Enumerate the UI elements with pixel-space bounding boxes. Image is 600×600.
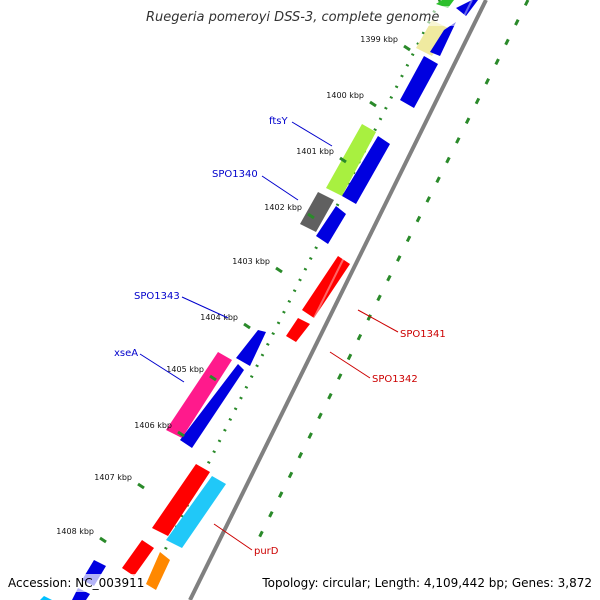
gene-red-1407 bbox=[152, 464, 210, 536]
footer-backdrop-left bbox=[6, 574, 146, 592]
leader-xseA bbox=[139, 353, 185, 383]
leader-SPO1341 bbox=[357, 309, 399, 333]
gene-blue-1405 bbox=[180, 364, 244, 448]
inner-tick-ring bbox=[256, 0, 530, 541]
tick-label: 1403 kbp bbox=[232, 257, 270, 266]
tick-mark bbox=[243, 322, 251, 330]
genome-backbone bbox=[188, 0, 488, 600]
gene-blue-top-1 bbox=[456, 0, 478, 16]
tick-mark bbox=[403, 44, 411, 52]
title-backdrop bbox=[144, 6, 456, 26]
reverse-strand-genes bbox=[122, 256, 350, 590]
label-SPO1341: SPO1341 bbox=[400, 329, 446, 340]
forward-strand-genes bbox=[40, 0, 478, 600]
leader-SPO1340 bbox=[261, 175, 299, 201]
tick-label: 1406 kbp bbox=[134, 421, 172, 430]
tick-mark bbox=[99, 536, 107, 544]
tick-label: 1401 kbp bbox=[296, 147, 334, 156]
label-SPO1343: SPO1343 bbox=[134, 291, 180, 302]
map-title: Ruegeria pomeroyi DSS-3, complete genome bbox=[146, 10, 439, 25]
label-purD: purD bbox=[254, 546, 279, 557]
tick-label: 1407 kbp bbox=[94, 473, 132, 482]
leader-ftsY bbox=[291, 121, 333, 147]
tick-label: 1399 kbp bbox=[360, 35, 398, 44]
tick-mark bbox=[307, 212, 315, 220]
gene-xseA bbox=[166, 352, 232, 438]
gene-ftsY bbox=[326, 124, 376, 196]
gene-orange-1408 bbox=[146, 552, 170, 590]
topology-summary-text: Topology: circular; Length: 4,109,442 bp… bbox=[261, 576, 592, 590]
leader-lines bbox=[139, 121, 399, 551]
leader-SPO1342 bbox=[329, 351, 371, 379]
tick-mark bbox=[339, 156, 347, 164]
tick-label: 1405 kbp bbox=[166, 365, 204, 374]
tick-label: 1408 kbp bbox=[56, 527, 94, 536]
tick-mark bbox=[137, 482, 145, 490]
tick-label: 1404 kbp bbox=[200, 313, 238, 322]
accession-text: Accession: NC_003911 bbox=[8, 576, 144, 590]
tick-label: 1402 kbp bbox=[264, 203, 302, 212]
leader-purD bbox=[213, 523, 253, 551]
label-ftsY: ftsY bbox=[269, 116, 288, 127]
gene-blue-top-2 bbox=[430, 22, 456, 56]
tick-label: 1400 kbp bbox=[326, 91, 364, 100]
gene-red-1408 bbox=[122, 540, 154, 576]
tick-mark bbox=[177, 430, 185, 438]
label-SPO1342: SPO1342 bbox=[372, 374, 418, 385]
gene-purD bbox=[166, 476, 226, 548]
label-SPO1340: SPO1340 bbox=[212, 169, 258, 180]
gene-SPO1342 bbox=[286, 318, 310, 342]
gene-blue-1401 bbox=[342, 136, 390, 204]
gene-SPO1340 bbox=[300, 192, 334, 232]
label-xseA: xseA bbox=[114, 348, 138, 359]
tick-marks: 1399 kbp 1400 kbp 1401 kbp 1402 kbp 1403 kbp… bbox=[56, 35, 411, 544]
leader-SPO1343 bbox=[181, 296, 229, 319]
lane-gap bbox=[173, 0, 473, 600]
tick-mark bbox=[209, 374, 217, 382]
tick-mark bbox=[369, 100, 377, 108]
feature-pale-yellow bbox=[416, 20, 448, 56]
gene-cyan-bottom bbox=[40, 596, 52, 600]
gene-blue-1402 bbox=[316, 206, 346, 244]
gene-SPO1341 bbox=[302, 256, 350, 318]
gene-blue-1399 bbox=[400, 56, 438, 108]
tick-mark bbox=[275, 266, 283, 274]
gene-SPO1343 bbox=[236, 330, 266, 366]
